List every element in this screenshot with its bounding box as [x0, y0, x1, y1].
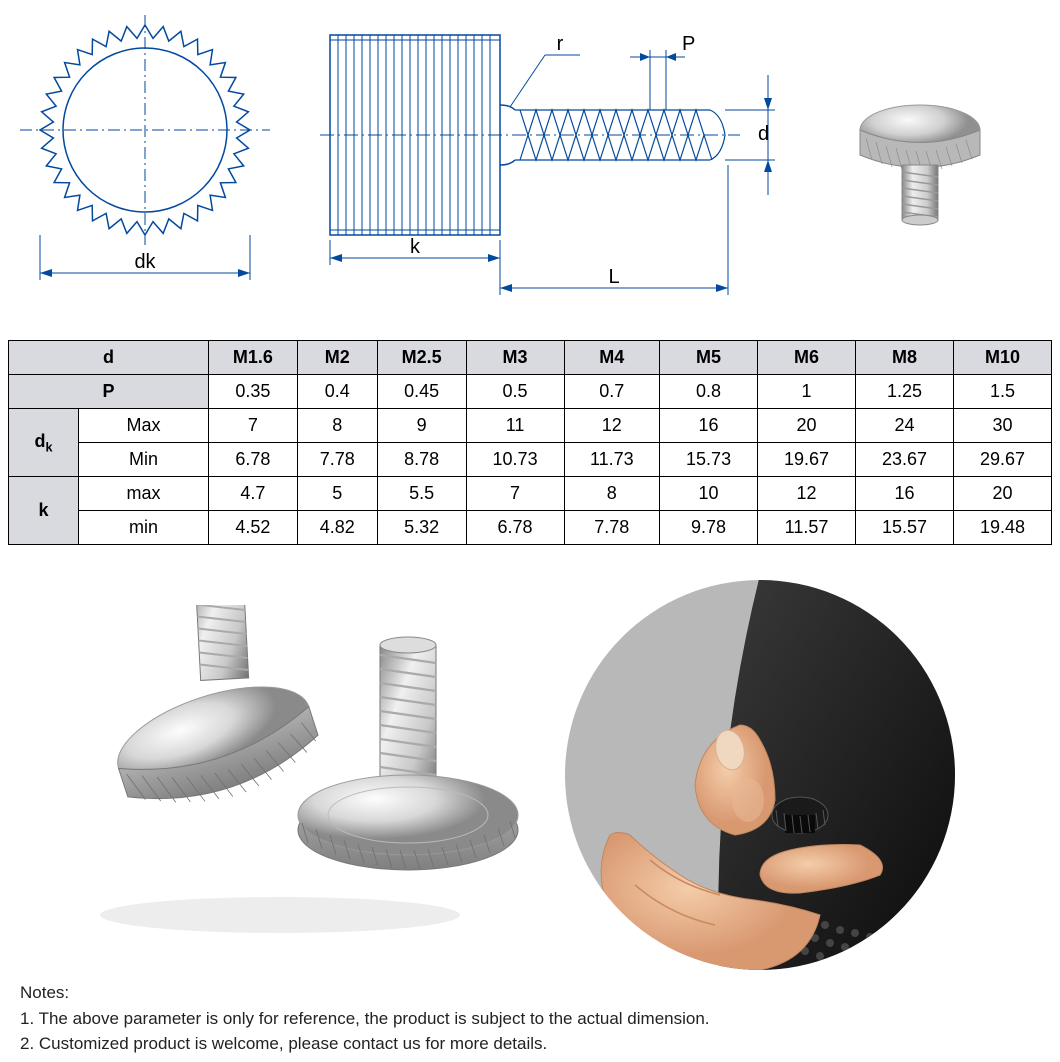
col-7: M8 — [855, 341, 953, 375]
label-dk: dk — [134, 251, 156, 273]
col-8: M10 — [953, 341, 1051, 375]
cell: 7 — [209, 409, 298, 443]
sublabel-max: Max — [79, 409, 209, 443]
cell: 12 — [564, 409, 660, 443]
diagram-top-view: dk — [20, 15, 280, 305]
col-4: M4 — [564, 341, 660, 375]
row-label-dk: dk — [9, 409, 79, 477]
cell: 6.78 — [466, 511, 564, 545]
notes-line-2: 2. Customized product is welcome, please… — [20, 1031, 1040, 1057]
cell: 4.52 — [209, 511, 298, 545]
cell: 24 — [855, 409, 953, 443]
cell: 29.67 — [953, 443, 1051, 477]
cell: 10 — [660, 477, 758, 511]
cell: 30 — [953, 409, 1051, 443]
cell: 20 — [758, 409, 856, 443]
small-product-photo — [820, 60, 1020, 260]
label-p: P — [682, 33, 695, 55]
cell: 11.73 — [564, 443, 660, 477]
col-3: M3 — [466, 341, 564, 375]
label-d: d — [758, 123, 769, 145]
cell: 7 — [466, 477, 564, 511]
cell: 12 — [758, 477, 856, 511]
cell: 1.25 — [855, 375, 953, 409]
table-row-dk-max: dk Max 7 8 9 11 12 16 20 24 30 — [9, 409, 1052, 443]
diagram-side-view: r P d — [310, 15, 790, 305]
cell: 11 — [466, 409, 564, 443]
row-label-P: P — [9, 375, 209, 409]
header-d: d — [9, 341, 209, 375]
cell: 9.78 — [660, 511, 758, 545]
product-photo-pair — [60, 605, 520, 945]
table-row-k-max: k max 4.7 5 5.5 7 8 10 12 16 20 — [9, 477, 1052, 511]
cell: 8.78 — [377, 443, 466, 477]
cell: 16 — [660, 409, 758, 443]
label-r: r — [557, 33, 564, 55]
cell: 10.73 — [466, 443, 564, 477]
cell: 5.5 — [377, 477, 466, 511]
cell: 5.32 — [377, 511, 466, 545]
cell: 0.35 — [209, 375, 298, 409]
cell: 7.78 — [297, 443, 377, 477]
table-row-P: P 0.35 0.4 0.45 0.5 0.7 0.8 1 1.25 1.5 — [9, 375, 1052, 409]
cell: 19.67 — [758, 443, 856, 477]
table-header-row: d M1.6 M2 M2.5 M3 M4 M5 M6 M8 M10 — [9, 341, 1052, 375]
col-6: M6 — [758, 341, 856, 375]
bottom-image-row — [0, 555, 1060, 975]
cell: 0.5 — [466, 375, 564, 409]
sublabel-min: Min — [79, 443, 209, 477]
label-L: L — [608, 266, 619, 288]
notes-line-1: 1. The above parameter is only for refer… — [20, 1006, 1040, 1032]
cell: 0.7 — [564, 375, 660, 409]
cell: 16 — [855, 477, 953, 511]
label-k: k — [410, 236, 421, 258]
cell: 1 — [758, 375, 856, 409]
cell: 8 — [297, 409, 377, 443]
col-1: M2 — [297, 341, 377, 375]
cell: 0.4 — [297, 375, 377, 409]
cell: 4.7 — [209, 477, 298, 511]
cell: 11.57 — [758, 511, 856, 545]
cell: 15.73 — [660, 443, 758, 477]
cell: 0.8 — [660, 375, 758, 409]
cell: 15.57 — [855, 511, 953, 545]
cell: 23.67 — [855, 443, 953, 477]
cell: 9 — [377, 409, 466, 443]
col-0: M1.6 — [209, 341, 298, 375]
cell: 19.48 — [953, 511, 1051, 545]
cell: 8 — [564, 477, 660, 511]
col-5: M5 — [660, 341, 758, 375]
table-row-dk-min: Min 6.78 7.78 8.78 10.73 11.73 15.73 19.… — [9, 443, 1052, 477]
cell: 6.78 — [209, 443, 298, 477]
cell: 7.78 — [564, 511, 660, 545]
sublabel-min2: min — [79, 511, 209, 545]
diagram-row: dk r — [0, 0, 1060, 330]
cell: 20 — [953, 477, 1051, 511]
usage-photo-circle — [560, 575, 960, 975]
col-2: M2.5 — [377, 341, 466, 375]
table-row-k-min: min 4.52 4.82 5.32 6.78 7.78 9.78 11.57 … — [9, 511, 1052, 545]
row-label-k: k — [9, 477, 79, 545]
cell: 4.82 — [297, 511, 377, 545]
spec-table: d M1.6 M2 M2.5 M3 M4 M5 M6 M8 M10 P 0.35… — [8, 340, 1052, 545]
notes-title: Notes: — [20, 980, 1040, 1006]
cell: 5 — [297, 477, 377, 511]
sublabel-max2: max — [79, 477, 209, 511]
notes-section: Notes: 1. The above parameter is only fo… — [0, 975, 1060, 1062]
cell: 0.45 — [377, 375, 466, 409]
cell: 1.5 — [953, 375, 1051, 409]
